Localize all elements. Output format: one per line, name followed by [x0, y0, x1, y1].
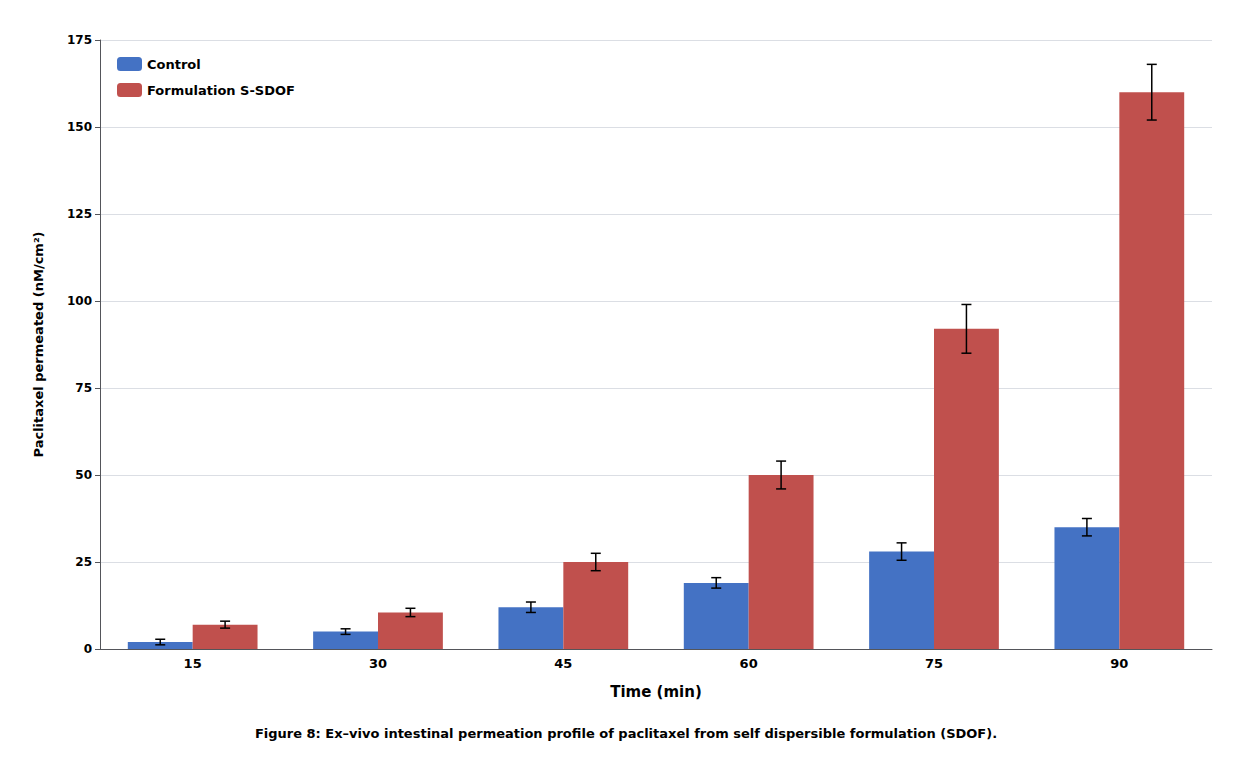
svg-text:50: 50	[75, 468, 92, 482]
svg-text:90: 90	[1110, 656, 1128, 671]
svg-text:0: 0	[84, 642, 92, 656]
svg-text:Time (min): Time (min)	[610, 683, 702, 701]
svg-text:75: 75	[75, 381, 92, 395]
svg-text:45: 45	[554, 656, 572, 671]
svg-text:Paclitaxel permeated (nM/cm²): Paclitaxel permeated (nM/cm²)	[31, 231, 46, 457]
svg-text:15: 15	[184, 656, 202, 671]
svg-text:75: 75	[925, 656, 943, 671]
svg-text:125: 125	[67, 207, 92, 221]
svg-text:175: 175	[67, 33, 92, 47]
svg-text:Figure 8: Ex–vivo intestinal p: Figure 8: Ex–vivo intestinal permeation …	[255, 726, 997, 741]
svg-text:150: 150	[67, 120, 92, 134]
svg-text:25: 25	[75, 555, 92, 569]
svg-text:60: 60	[740, 656, 758, 671]
svg-text:Formulation S-SDOF: Formulation S-SDOF	[147, 83, 295, 98]
svg-text:30: 30	[369, 656, 387, 671]
svg-text:100: 100	[67, 294, 92, 308]
svg-text:Control: Control	[147, 57, 201, 72]
